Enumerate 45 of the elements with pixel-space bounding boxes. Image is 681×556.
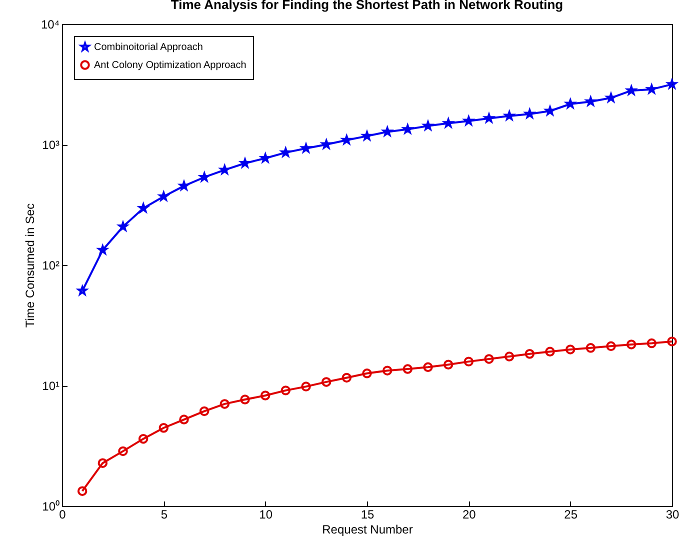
- point: [382, 366, 392, 376]
- point: [586, 343, 596, 353]
- point: [321, 377, 332, 387]
- x-tick-label: 30: [666, 508, 680, 522]
- point: [260, 390, 270, 400]
- x-tick-label: 15: [360, 508, 374, 522]
- point: [98, 458, 108, 468]
- point: [484, 354, 494, 364]
- point: [423, 362, 433, 372]
- y-tick-label: 10⁰: [42, 500, 60, 514]
- point: [443, 360, 454, 370]
- x-tick-label: 5: [160, 508, 168, 522]
- point: [199, 406, 210, 416]
- point: [646, 338, 657, 348]
- point: [646, 84, 656, 94]
- legend-label: Combinoitorial Approach: [94, 42, 203, 53]
- y-axis-title: Time Consumed in Sec: [22, 203, 37, 328]
- point: [545, 346, 555, 356]
- legend-label: Ant Colony Optimization Approach: [94, 60, 246, 71]
- point: [118, 446, 128, 456]
- point: [402, 364, 413, 374]
- point: [362, 368, 372, 378]
- x-tick-label: 10: [259, 508, 273, 522]
- point: [565, 344, 576, 354]
- point: [220, 399, 230, 409]
- point: [606, 341, 616, 352]
- point: [280, 386, 291, 396]
- x-tick-label: 20: [462, 508, 476, 522]
- point: [464, 356, 474, 366]
- point: [342, 372, 352, 383]
- point: [138, 434, 148, 444]
- point: [158, 423, 169, 433]
- x-tick-label: 25: [564, 508, 578, 522]
- x-tick-label: 0: [59, 508, 66, 522]
- point: [240, 394, 250, 404]
- x-axis-title: Request Number: [322, 522, 413, 536]
- y-tick-label: 10³: [42, 138, 60, 152]
- point: [301, 382, 311, 392]
- point: [179, 414, 189, 424]
- point: [626, 340, 636, 350]
- y-tick-label: 10⁴: [40, 18, 60, 32]
- y-tick-label: 10²: [42, 258, 60, 272]
- point: [504, 352, 514, 362]
- point: [524, 349, 535, 359]
- y-tick-label: 10¹: [42, 379, 60, 393]
